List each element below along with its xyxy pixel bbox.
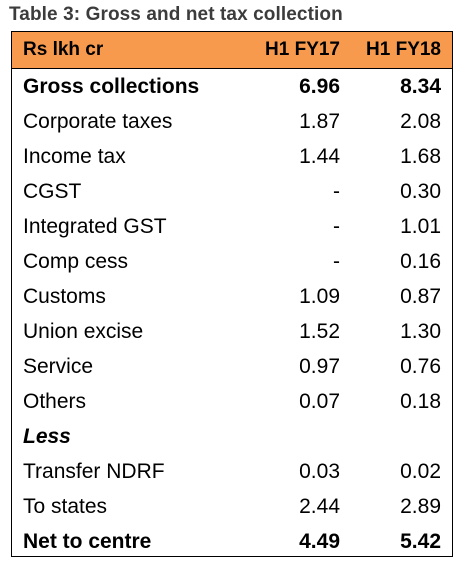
row-label: Less bbox=[23, 424, 71, 448]
table-row: Customs 1.09 0.87 bbox=[12, 279, 452, 314]
row-value-h1-fy18: 0.02 bbox=[400, 459, 441, 483]
row-value-h1-fy18: 0.30 bbox=[400, 179, 441, 203]
row-value-h1-fy17: - bbox=[333, 214, 340, 238]
table-row: Less bbox=[12, 419, 452, 454]
row-value-h1-fy18: 1.01 bbox=[400, 214, 441, 238]
row-value-h1-fy17: 6.96 bbox=[299, 74, 340, 98]
table-body: Gross collections 6.96 8.34 Corporate taxes… bbox=[12, 69, 452, 559]
row-value-h1-fy18: 2.08 bbox=[400, 109, 441, 133]
row-value-h1-fy18: 2.89 bbox=[400, 494, 441, 518]
row-value-h1-fy18: 8.34 bbox=[400, 74, 441, 98]
row-label: Union excise bbox=[23, 319, 144, 343]
table-row: Corporate taxes 1.87 2.08 bbox=[12, 104, 452, 139]
table-row: To states 2.44 2.89 bbox=[12, 489, 452, 524]
row-value-h1-fy17: 4.49 bbox=[299, 529, 340, 553]
row-value-h1-fy18: 5.42 bbox=[400, 529, 441, 553]
table-row: Income tax 1.44 1.68 bbox=[12, 139, 452, 174]
row-value-h1-fy18: 0.76 bbox=[400, 354, 441, 378]
header-col-h1-fy18: H1 FY18 bbox=[366, 39, 441, 60]
table-caption: Table 3: Gross and net tax collection bbox=[9, 4, 343, 25]
row-label: Corporate taxes bbox=[23, 109, 173, 133]
table-row: Integrated GST - 1.01 bbox=[12, 209, 452, 244]
row-label: Net to centre bbox=[23, 529, 152, 553]
row-label: Service bbox=[23, 354, 94, 378]
table-row: Others 0.07 0.18 bbox=[12, 384, 452, 419]
row-value-h1-fy17: 2.44 bbox=[299, 494, 340, 518]
row-label: Customs bbox=[23, 284, 106, 308]
row-label: Comp cess bbox=[23, 249, 129, 273]
row-label: Others bbox=[23, 389, 87, 413]
table-row: CGST - 0.30 bbox=[12, 174, 452, 209]
header-label: Rs lkh cr bbox=[23, 39, 104, 60]
row-value-h1-fy17: 1.87 bbox=[299, 109, 340, 133]
row-label: To states bbox=[23, 494, 108, 518]
row-value-h1-fy17: 1.52 bbox=[299, 319, 340, 343]
row-label: Transfer NDRF bbox=[23, 459, 165, 483]
row-value-h1-fy17: 0.97 bbox=[299, 354, 340, 378]
row-value-h1-fy17: 1.44 bbox=[299, 144, 340, 168]
row-value-h1-fy17: - bbox=[333, 249, 340, 273]
row-label: Integrated GST bbox=[23, 214, 167, 238]
table-row: Union excise 1.52 1.30 bbox=[12, 314, 452, 349]
table-row: Service 0.97 0.76 bbox=[12, 349, 452, 384]
row-label: CGST bbox=[23, 179, 82, 203]
row-value-h1-fy18: 1.30 bbox=[400, 319, 441, 343]
table-row: Transfer NDRF 0.03 0.02 bbox=[12, 454, 452, 489]
header-col-h1-fy17: H1 FY17 bbox=[265, 39, 340, 60]
table-row: Comp cess - 0.16 bbox=[12, 244, 452, 279]
row-label: Income tax bbox=[23, 144, 126, 168]
row-value-h1-fy17: 0.07 bbox=[299, 389, 340, 413]
row-label: Gross collections bbox=[23, 74, 200, 98]
row-value-h1-fy18: 1.68 bbox=[400, 144, 441, 168]
row-value-h1-fy18: 0.16 bbox=[400, 249, 441, 273]
table-row: Gross collections 6.96 8.34 bbox=[12, 69, 452, 104]
row-value-h1-fy17: 0.03 bbox=[299, 459, 340, 483]
table-row: Net to centre 4.49 5.42 bbox=[12, 524, 452, 559]
row-value-h1-fy17: 1.09 bbox=[299, 284, 340, 308]
table-header-row: Rs lkh cr H1 FY17 H1 FY18 bbox=[12, 32, 452, 69]
row-value-h1-fy18: 0.18 bbox=[400, 389, 441, 413]
row-value-h1-fy18: 0.87 bbox=[400, 284, 441, 308]
tax-collection-table: Rs lkh cr H1 FY17 H1 FY18 Gross collecti… bbox=[11, 31, 453, 557]
row-value-h1-fy17: - bbox=[333, 179, 340, 203]
